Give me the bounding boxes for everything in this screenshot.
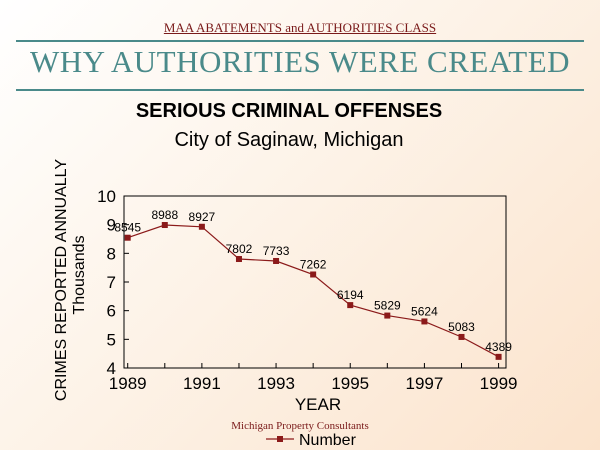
x-tick-label: 1999 bbox=[480, 374, 518, 393]
y-axis-unit: Thousands bbox=[71, 235, 88, 314]
data-point bbox=[161, 222, 168, 229]
series-line bbox=[127, 224, 499, 358]
y-tick-label: 9 bbox=[107, 216, 116, 235]
x-tick-label: 1995 bbox=[331, 374, 369, 393]
data-point bbox=[421, 318, 428, 325]
x-axis-label: YEAR bbox=[295, 395, 341, 414]
footer-credit: Michigan Property Consultants bbox=[231, 420, 369, 432]
data-point bbox=[273, 257, 280, 264]
y-tick-label: 5 bbox=[107, 330, 116, 349]
top-divider bbox=[16, 40, 584, 42]
data-label: 4389 bbox=[485, 340, 512, 354]
y-tick-label: 4 bbox=[107, 359, 116, 378]
data-label: 7733 bbox=[263, 244, 290, 258]
x-tick-label: 1991 bbox=[183, 374, 221, 393]
data-label: 8545 bbox=[114, 221, 141, 235]
plot-area bbox=[123, 195, 507, 369]
y-axis-label: CRIMES REPORTED ANNUALLY bbox=[53, 159, 70, 401]
class-name: MAA ABATEMENTS and AUTHORITIES CLASS bbox=[163, 20, 437, 35]
data-point bbox=[458, 333, 465, 340]
chart-subtitle: City of Saginaw, Michigan bbox=[174, 129, 404, 151]
data-label: 5083 bbox=[448, 320, 475, 334]
data-label: 7802 bbox=[226, 242, 253, 256]
y-tick-label: 10 bbox=[97, 187, 116, 206]
data-point bbox=[347, 302, 354, 309]
slide-title: WHY AUTHORITIES WERE CREATED bbox=[29, 44, 571, 79]
x-tick-label: 1993 bbox=[257, 374, 295, 393]
y-tick-label: 8 bbox=[107, 244, 116, 263]
data-label: 5829 bbox=[374, 299, 401, 313]
y-tick-label: 7 bbox=[107, 273, 116, 292]
data-point bbox=[198, 223, 205, 230]
legend-marker bbox=[277, 436, 283, 442]
data-label: 6194 bbox=[337, 288, 364, 302]
data-label: 8927 bbox=[189, 210, 216, 224]
x-tick-label: 1989 bbox=[109, 374, 147, 393]
data-point bbox=[310, 271, 317, 278]
data-label: 5624 bbox=[411, 304, 438, 318]
data-point bbox=[495, 353, 502, 360]
chart-title: SERIOUS CRIMINAL OFFENSES bbox=[135, 100, 443, 122]
data-point bbox=[235, 256, 242, 263]
legend-label: Number bbox=[299, 432, 357, 449]
data-label: 7262 bbox=[300, 257, 327, 271]
data-point bbox=[124, 234, 131, 241]
data-point bbox=[384, 312, 391, 319]
data-label: 8988 bbox=[151, 208, 178, 222]
y-tick-label: 6 bbox=[107, 302, 116, 321]
x-tick-label: 1997 bbox=[405, 374, 443, 393]
bottom-divider bbox=[16, 89, 584, 91]
